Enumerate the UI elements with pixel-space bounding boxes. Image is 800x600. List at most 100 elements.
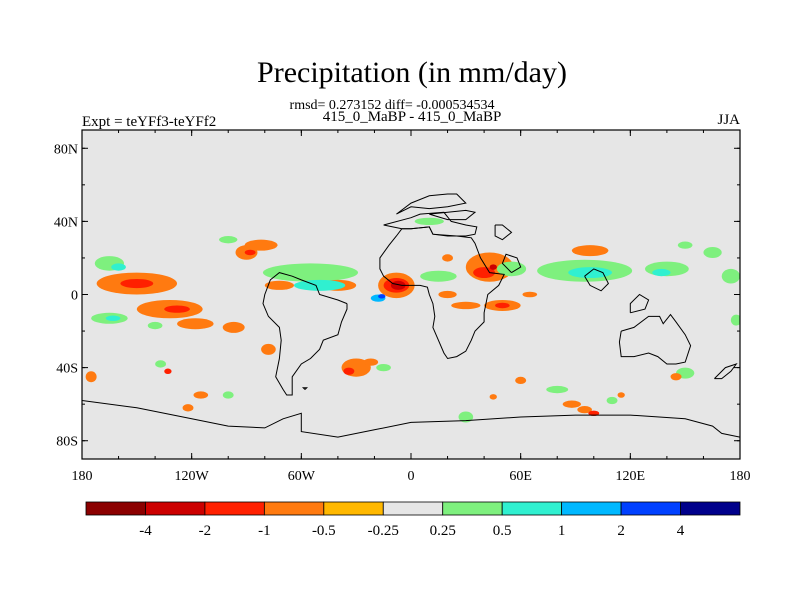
colorbar-label: -0.5 (312, 523, 336, 539)
precip-anomaly-wet (546, 385, 569, 394)
precip-anomaly-wet (703, 246, 722, 258)
chart-subtitle: rmsd= 0.273152 diff= -0.000534534 (290, 98, 495, 113)
precip-anomaly-wet (219, 236, 238, 244)
coastline (629, 293, 650, 314)
season-label: JJA (717, 112, 740, 128)
precip-anomaly-wet (105, 315, 121, 322)
precip-anomaly-dry (343, 367, 355, 375)
precip-anomaly-dry (193, 391, 209, 399)
colorbar: -4 -2 -1 -0.5 -0.25 0.25 0.5 1 2 4 (85, 501, 741, 539)
precip-anomaly-dry (261, 343, 276, 355)
precip-anomaly-dry (363, 358, 379, 366)
precip-anomaly-dry (244, 249, 256, 256)
precip-anomaly-wet (420, 270, 457, 282)
coastline (618, 313, 692, 365)
precip-anomaly-dry (451, 301, 481, 310)
coastline (396, 193, 467, 215)
precip-anomaly-wet (155, 360, 167, 368)
precip-anomaly-dry (438, 290, 457, 299)
precip-anomaly-dry (182, 404, 194, 412)
coastline (494, 224, 513, 241)
y-tick-label: 80N (54, 142, 78, 157)
precip-anomaly-wet (222, 391, 234, 399)
precip-anomaly-wet (414, 217, 444, 226)
precip-anomaly-dry (244, 239, 278, 251)
x-tick-label: 60E (509, 469, 532, 484)
precip-anomaly-wet (606, 396, 618, 405)
colorbar-swatch (680, 501, 741, 516)
coastline (82, 400, 740, 438)
precip-anomaly-wet (721, 268, 740, 284)
precip-anomaly-dry (495, 302, 510, 309)
precip-anomaly-dry (164, 368, 172, 375)
x-tick-label: 180 (730, 469, 751, 484)
precip-anomaly-wet (458, 411, 474, 423)
precip-anomaly-wet (294, 279, 346, 291)
precip-anomaly-wet (376, 363, 391, 372)
chart-title: Precipitation (in mm/day) (257, 56, 567, 89)
map-axes: 180 120W 60W 0 60E 120E 180 80N 40N 0 40S 80S (54, 129, 751, 484)
coastline (501, 253, 522, 274)
precip-anomaly-dry (617, 392, 625, 398)
precip-anomaly-wet (147, 321, 163, 330)
x-tick-label: 180 (72, 469, 93, 484)
precip-anomaly-wet (730, 314, 740, 326)
colorbar-label: -1 (258, 523, 271, 539)
x-tick-label: 0 (408, 469, 415, 484)
colorbar-label: -2 (199, 523, 212, 539)
precip-anomaly-wet (652, 268, 671, 277)
precip-anomaly-dry (473, 267, 496, 279)
precip-anomaly-wet (378, 294, 386, 299)
coastline (714, 363, 738, 380)
precip-anomaly-dry (177, 318, 214, 330)
map-plot-area (82, 130, 740, 459)
colorbar-swatch (145, 501, 206, 516)
colorbar-swatch (442, 501, 503, 516)
precip-anomaly-dry (670, 373, 682, 381)
coastline (429, 209, 477, 221)
precip-anomaly-dry (522, 291, 538, 298)
coastline (301, 387, 309, 390)
y-tick-label: 40N (54, 215, 78, 230)
colorbar-swatch (382, 501, 444, 516)
experiment-label: Expt = teYFf3-teYFf2 (82, 114, 216, 130)
x-tick-label: 60W (288, 469, 316, 484)
colorbar-label: 0.5 (493, 523, 512, 539)
colorbar-swatch (620, 501, 681, 516)
colorbar-label: -4 (139, 523, 152, 539)
precip-anomaly-dry (85, 371, 97, 383)
colorbar-swatch (85, 501, 146, 516)
precip-anomaly-dry (222, 321, 245, 333)
colorbar-label: 4 (677, 523, 685, 539)
colorbar-swatch (263, 501, 325, 516)
coastline (379, 226, 505, 360)
precip-anomaly-dry (264, 280, 295, 290)
precip-anomaly-dry (489, 394, 497, 400)
precip-anomaly-dry (442, 254, 454, 262)
x-tick-label: 120W (175, 469, 210, 484)
colorbar-label: -0.25 (368, 523, 399, 539)
y-tick-label: 80S (56, 435, 78, 450)
coastline (584, 268, 610, 292)
precip-anomaly-dry (515, 376, 527, 385)
y-tick-label: 40S (56, 362, 78, 377)
precip-anomaly-dry (120, 278, 154, 289)
precip-anomaly-dry (489, 264, 497, 270)
map-background (82, 130, 740, 459)
precip-anomaly-wet (111, 263, 126, 271)
precip-anomaly-dry (562, 400, 581, 408)
precip-anomaly-wet (262, 263, 358, 282)
colorbar-swatch (323, 501, 384, 516)
x-tick-label: 120E (616, 469, 646, 484)
colorbar-label: 0.25 (430, 523, 456, 539)
y-tick-label: 0 (71, 289, 78, 304)
coastline (262, 272, 348, 396)
colorbar-label: 2 (617, 523, 625, 539)
precip-anomaly-dry (390, 280, 406, 290)
colorbar-swatch (204, 501, 265, 516)
precip-anomaly-dry (571, 245, 609, 257)
precip-anomaly-wet (677, 241, 693, 249)
colorbar-swatch (561, 501, 622, 516)
colorbar-swatch (501, 501, 563, 516)
